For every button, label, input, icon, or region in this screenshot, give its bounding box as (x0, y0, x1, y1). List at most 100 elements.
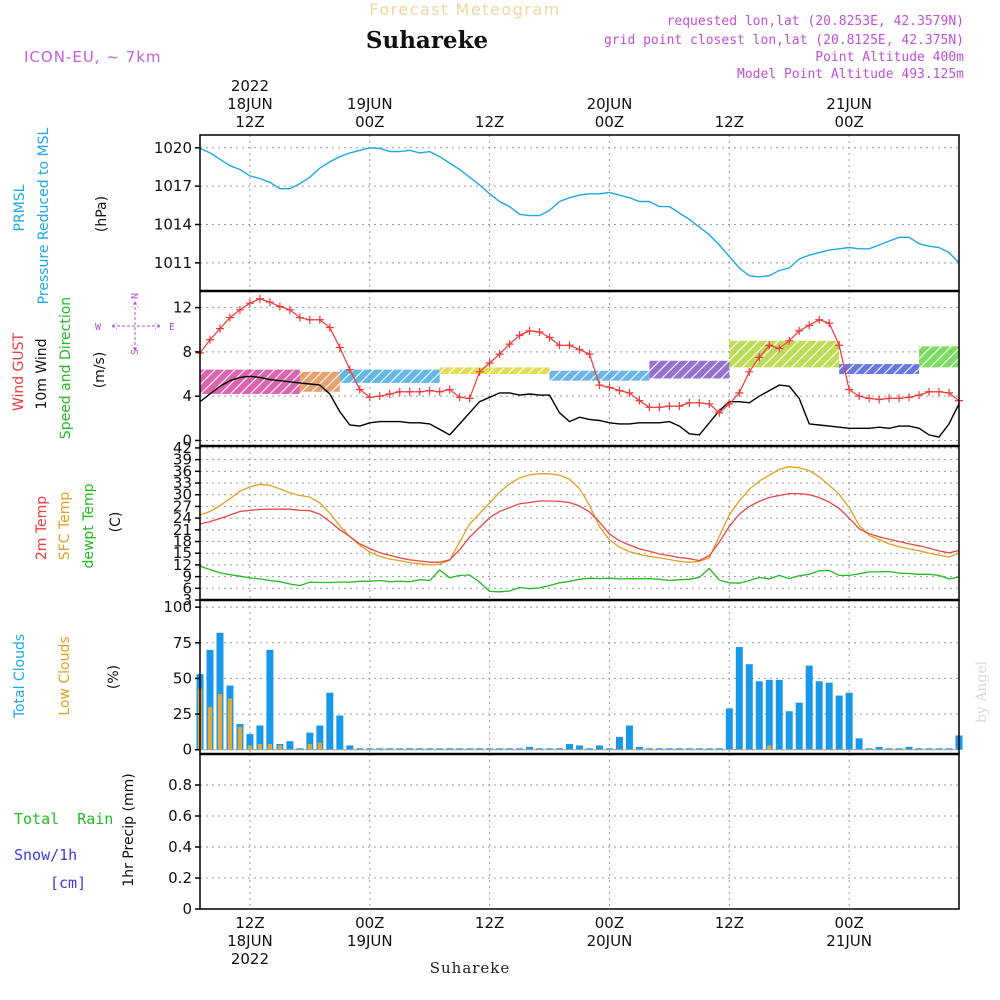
time-label-bottom: 18JUN (227, 932, 273, 950)
time-label-top: 00Z (355, 113, 384, 131)
y-tick-label: 0 (182, 431, 192, 449)
low-cloud-label: Low Clouds (57, 636, 73, 715)
total-cloud-bar (556, 748, 564, 750)
total-cloud-bar (725, 708, 733, 750)
gust-marker (445, 385, 454, 394)
panel-frame (199, 599, 960, 755)
y-tick-label: 30 (173, 486, 192, 504)
gust-marker (845, 385, 854, 394)
total-cloud-bar (695, 748, 703, 750)
time-label-top: 2022 (231, 77, 269, 95)
gust-marker (645, 403, 654, 412)
wind-labels: Wind GUST 10m Wind Speed and Direction (… (11, 293, 175, 439)
time-label-bottom: 00Z (834, 914, 863, 932)
total-cloud-bar (366, 748, 374, 750)
total-cloud-bar (665, 748, 673, 750)
total-cloud-bar (905, 746, 913, 750)
series-layer (196, 147, 963, 751)
compass-w: W (95, 322, 102, 333)
time-label-bottom: 2022 (231, 950, 269, 968)
grid-layer (200, 135, 959, 910)
time-label-bottom: 12Z (235, 914, 264, 932)
gust-marker (945, 388, 954, 397)
gust-marker (725, 399, 734, 408)
temp-unit: (C) (108, 512, 124, 533)
y-tick-label: 42 (173, 439, 192, 457)
cloud-labels: Total Clouds Low Clouds (%) (12, 634, 122, 719)
pressure-label-msl: Pressure Reduced to MSL (36, 127, 52, 304)
total-cloud-bar (845, 692, 853, 750)
y-tick-label: 1011 (154, 254, 192, 272)
total-cloud-bar (595, 745, 603, 750)
time-label-top: 19JUN (347, 95, 393, 113)
gust-marker (395, 387, 404, 396)
temp-labels: 2m Temp SFC Temp dewpt Temp (C) (34, 483, 124, 568)
gust-marker (475, 367, 484, 376)
total-cloud-bar (386, 748, 394, 750)
total-cloud-bar (885, 748, 893, 750)
gust-label: Wind GUST (11, 332, 27, 411)
gust-marker (305, 315, 314, 324)
total-cloud-bar (546, 748, 554, 750)
compass-n: N (130, 293, 141, 299)
gust-marker (625, 388, 634, 397)
total-cloud-bar (755, 681, 763, 750)
gust-marker (505, 340, 514, 349)
y-tick-label: 12 (173, 556, 192, 574)
low-cloud-bar (767, 745, 772, 750)
gust-marker (565, 341, 574, 350)
gust-marker (425, 386, 434, 395)
gust-marker (585, 350, 594, 359)
gust-marker (335, 343, 344, 352)
gust-marker (465, 394, 474, 403)
compass-s: S (130, 349, 141, 355)
y-tick-label: 12 (173, 299, 192, 317)
total-cloud-bar (865, 748, 873, 750)
pressure-labels: PRMSL Pressure Reduced to MSL (hPa) (12, 127, 110, 304)
wind-dir-hatch (339, 369, 440, 383)
y-tick-label: 1020 (154, 139, 192, 157)
gust-marker (615, 386, 624, 395)
total-cloud-bar (615, 736, 623, 750)
low-cloud-bar (207, 706, 213, 750)
total-cloud-bar (835, 695, 843, 750)
gust-marker (515, 331, 524, 340)
wind-dir-hatch (649, 360, 730, 379)
total-cloud-bar (605, 748, 613, 750)
gust-marker (665, 402, 674, 411)
low-cloud-bar (247, 745, 253, 750)
sfc-label: SFC Temp (57, 492, 73, 561)
wind-unit: (m/s) (92, 352, 108, 389)
low-cloud-bar (267, 744, 273, 750)
gust-marker (605, 383, 614, 392)
gust-marker (355, 385, 364, 394)
y-tick-label: 15 (173, 544, 192, 562)
total-cloud-bar (925, 748, 933, 750)
total-cloud-label: Total Clouds (12, 634, 28, 719)
point-altitude: Point Altitude 400m (815, 50, 964, 65)
gust-marker (805, 321, 814, 330)
total-cloud-bar (326, 692, 334, 750)
gust-marker (925, 387, 934, 396)
total-cloud-bar (655, 748, 663, 750)
gust-marker (705, 399, 714, 408)
meteogram-subtitle: Forecast Meteogram (369, 0, 560, 19)
y-tick-label: 0 (182, 741, 192, 759)
gust-marker (285, 305, 294, 314)
total-cloud-bar (476, 748, 484, 750)
time-label-bottom: 00Z (595, 914, 624, 932)
total-cloud-bar (336, 715, 344, 750)
gust-marker (855, 392, 864, 401)
gust-marker (745, 367, 754, 376)
gust-marker (415, 387, 424, 396)
total-cloud-bar (516, 748, 524, 750)
total-cloud-bar (256, 725, 264, 750)
gust-marker (275, 302, 284, 311)
gust-marker (555, 341, 564, 350)
snow-unit: [cm] (50, 874, 86, 892)
total-cloud-bar (296, 748, 304, 750)
gust-marker (915, 391, 924, 400)
gust-marker (735, 388, 744, 397)
total-cloud-bar (576, 745, 583, 750)
